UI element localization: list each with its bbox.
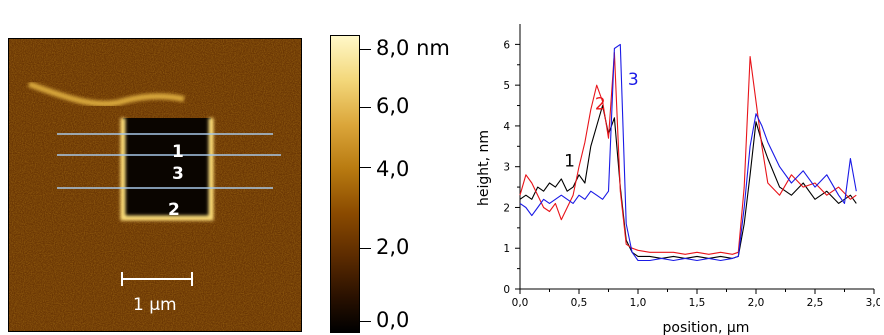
afm-debris: [27, 81, 185, 107]
colorbar-label: 2,0: [376, 235, 410, 259]
y-tick-label: 3: [503, 162, 510, 174]
x-tick-label: 3,0: [866, 297, 880, 309]
profile-label-2: 2: [168, 200, 180, 220]
y-tick-label: 0: [503, 284, 510, 296]
colorbar-label: 0,0: [376, 308, 410, 332]
x-tick-label: 1,5: [689, 297, 706, 309]
y-tick-label: 4: [503, 121, 510, 133]
colorbar-tick: [359, 248, 371, 249]
y-tick-label: 1: [503, 243, 510, 255]
profile-label-3: 3: [172, 164, 184, 184]
x-axis-label: position, µm: [663, 320, 750, 335]
y-tick-label: 5: [503, 80, 510, 92]
series-label-2: 2: [595, 95, 606, 115]
colorbar-tick: [359, 321, 371, 322]
afm-image: 1 3 2 1 µm: [8, 38, 302, 332]
y-tick-label: 6: [503, 39, 510, 51]
profile-label-1: 1: [172, 142, 184, 162]
colorbar-label: 8,0 nm: [376, 36, 450, 60]
afm-pit: [123, 118, 211, 218]
series-line-1: [519, 104, 857, 259]
colorbar: [330, 35, 360, 333]
x-tick-label: 1,0: [630, 297, 647, 309]
afm-rim: [120, 118, 214, 221]
colorbar-label: 4,0: [376, 157, 410, 181]
y-axis-label: height, nm: [476, 130, 492, 206]
x-tick-label: 0,0: [512, 297, 529, 309]
series-label-3: 3: [628, 70, 639, 90]
height-profile-chart: 0,0 0,5 1,0 1,5 2,0 2,5 3,0 0 1 2 3 4 5 6 1 2 3 positio…: [476, 24, 880, 335]
y-tick-label: 2: [503, 202, 510, 214]
afm-image-svg: 1 3 2 1 µm: [9, 39, 301, 331]
chart-series: 1 2 3: [519, 43, 857, 262]
colorbar-tick: [359, 167, 371, 168]
series-label-1: 1: [564, 152, 575, 172]
scale-bar-label: 1 µm: [133, 295, 177, 315]
x-tick-label: 2,5: [807, 297, 824, 309]
colorbar-label: 6,0: [376, 94, 410, 118]
chart-axes: 0,0 0,5 1,0 1,5 2,0 2,5 3,0 0 1 2 3 4 5 6: [503, 24, 880, 309]
series-line-3: [519, 43, 857, 262]
x-tick-label: 0,5: [571, 297, 588, 309]
x-tick-label: 2,0: [748, 297, 765, 309]
colorbar-tick: [359, 107, 371, 108]
series-line-2: [519, 51, 857, 255]
colorbar-tick: [359, 49, 371, 50]
